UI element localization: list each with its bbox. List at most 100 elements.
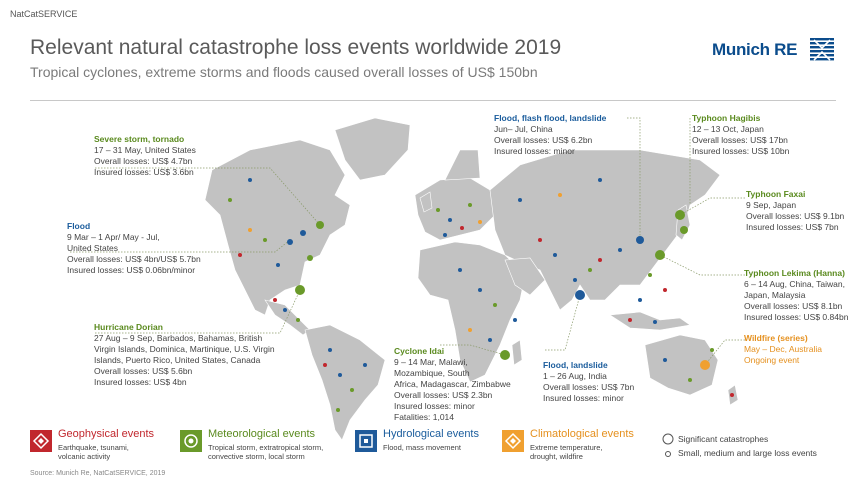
event-dot [648, 273, 652, 277]
event-line: Overall losses: US$ 4bn/US$ 5.7bn [67, 254, 201, 264]
event-line: Overall losses: US$ 4.7bn [94, 156, 193, 166]
scandinavia [444, 149, 481, 181]
event-dot [338, 373, 342, 377]
event-line: Insured losses: US$ 3.6bn [94, 167, 194, 177]
event-dot [300, 230, 306, 236]
event-dot [636, 236, 644, 244]
page-subtitle: Tropical cyclones, extreme storms and fl… [30, 64, 538, 80]
event-line: Overall losses: US$ 17bn [692, 135, 788, 145]
legend-title: Meteorological events [208, 428, 316, 440]
munich-re-logo: Munich RE [712, 34, 837, 64]
event-line: Overall losses: US$ 6.2bn [494, 135, 593, 145]
event-hurricane-dorian: Hurricane Dorian 27 Aug – 9 Sep, Barbado… [94, 322, 275, 388]
legend-subtitle: Earthquake, tsunami, volcanic activity [58, 443, 129, 461]
event-line: 6 – 14 Aug, China, Taiwan, [744, 279, 845, 289]
event-dot [248, 178, 252, 182]
event-line: 17 – 31 May, United States [94, 145, 196, 155]
small-event-icon [665, 451, 671, 457]
event-dot [443, 233, 447, 237]
event-title: Flood, landslide [543, 360, 608, 370]
event-flood-india: Flood, landslide 1 – 26 Aug, India Overa… [543, 360, 634, 404]
event-line: 27 Aug – 9 Sep, Barbados, Bahamas, Briti… [94, 333, 263, 343]
event-dot [460, 226, 464, 230]
australia [644, 334, 719, 396]
event-dot [513, 318, 517, 322]
legend-subtitle: Extreme temperature, drought, wildfire [530, 443, 603, 461]
event-line: Insured losses: US$ 0.84bn [744, 312, 849, 322]
event-dot [628, 318, 632, 322]
event-line: Insured losses: minor [494, 146, 575, 156]
north-america [204, 139, 351, 316]
event-dot [276, 263, 280, 267]
event-title: Typhoon Lekima (Hanna) [744, 268, 845, 278]
significant-catastrophe-icon [662, 433, 674, 445]
event-typhoon-hagibis: Typhoon Hagibis 12 – 13 Oct, Japan Overa… [692, 113, 789, 157]
event-flood-us: Flood 9 Mar – 1 Apr/ May - Jul, United S… [67, 221, 201, 276]
event-title: Flood [67, 221, 91, 231]
event-dot [598, 178, 602, 182]
source-note: Source: Munich Re, NatCatSERVICE, 2019 [30, 470, 166, 477]
uk [419, 191, 433, 213]
legend-significant: Significant catastrophes [678, 434, 769, 444]
event-cyclone-idai: Cyclone Idai 9 – 14 Mar, Malawi, Mozambi… [394, 346, 511, 423]
event-line: 1 – 26 Aug, India [543, 371, 607, 381]
event-dot [478, 220, 482, 224]
event-title: Typhoon Faxai [746, 189, 806, 199]
event-dot [688, 378, 692, 382]
event-dot [675, 210, 685, 220]
event-line: 9 Mar – 1 Apr/ May - Jul, [67, 232, 160, 242]
event-wildfire: Wildfire (series) May – Dec, Australia O… [744, 333, 822, 366]
event-line: Virgin Islands, Dominica, Martinique, U.… [94, 344, 275, 354]
munich-re-mark-icon [810, 38, 834, 61]
event-title: Wildfire (series) [744, 333, 808, 343]
event-dot [488, 338, 492, 342]
event-title: Hurricane Dorian [94, 322, 163, 332]
event-line: Overall losses: US$ 5.6bn [94, 366, 193, 376]
africa [417, 241, 526, 383]
event-dot [588, 268, 592, 272]
indonesia [609, 311, 691, 331]
event-line: 9 – 14 Mar, Malawi, [394, 357, 468, 367]
event-line: May – Dec, Australia [744, 344, 822, 354]
event-flood-china: Flood, flash flood, landslide Jun– Jul, … [494, 113, 606, 157]
event-dot [448, 218, 452, 222]
event-dot [663, 358, 667, 362]
event-line: Islands, Puerto Rico, United States, Can… [94, 355, 261, 365]
legend-title: Hydrological events [383, 428, 479, 440]
event-line: Ongoing event [744, 355, 800, 365]
event-line: Overall losses: US$ 2.3bn [394, 390, 493, 400]
event-dot [316, 221, 324, 229]
legend-title: Geophysical events [58, 428, 154, 440]
page-title: Relevant natural catastrophe loss events… [30, 36, 562, 59]
event-line: Overall losses: US$ 8.1bn [744, 301, 843, 311]
event-title: Flood, flash flood, landslide [494, 113, 607, 123]
event-dot [436, 208, 440, 212]
event-dot [458, 268, 462, 272]
event-line: Insured losses: minor [543, 393, 624, 403]
event-dot [323, 363, 327, 367]
madagascar [511, 339, 523, 366]
event-dot [263, 238, 267, 242]
leader-lines [70, 117, 745, 366]
event-dot [518, 198, 522, 202]
geophysical-icon [30, 430, 52, 452]
event-severe-storm: Severe storm, tornado 17 – 31 May, Unite… [94, 134, 196, 178]
climatological-icon [502, 430, 524, 452]
legend-title: Climatological events [530, 428, 634, 440]
event-line: Mozambique, South [394, 368, 470, 378]
event-dot [573, 278, 577, 282]
event-line: Insured losses: US$ 4bn [94, 377, 187, 387]
event-dot [363, 363, 367, 367]
event-dot [558, 193, 562, 197]
land-masses [204, 117, 739, 441]
event-dot [538, 238, 542, 242]
event-dot [553, 253, 557, 257]
event-dot [287, 239, 293, 245]
event-dot [618, 248, 622, 252]
event-dot [468, 203, 472, 207]
event-line: Insured losses: US$ 10bn [692, 146, 790, 156]
event-dot [336, 408, 340, 412]
service-label: NatCatSERVICE [10, 9, 78, 19]
event-line: Overall losses: US$ 9.1bn [746, 211, 845, 221]
